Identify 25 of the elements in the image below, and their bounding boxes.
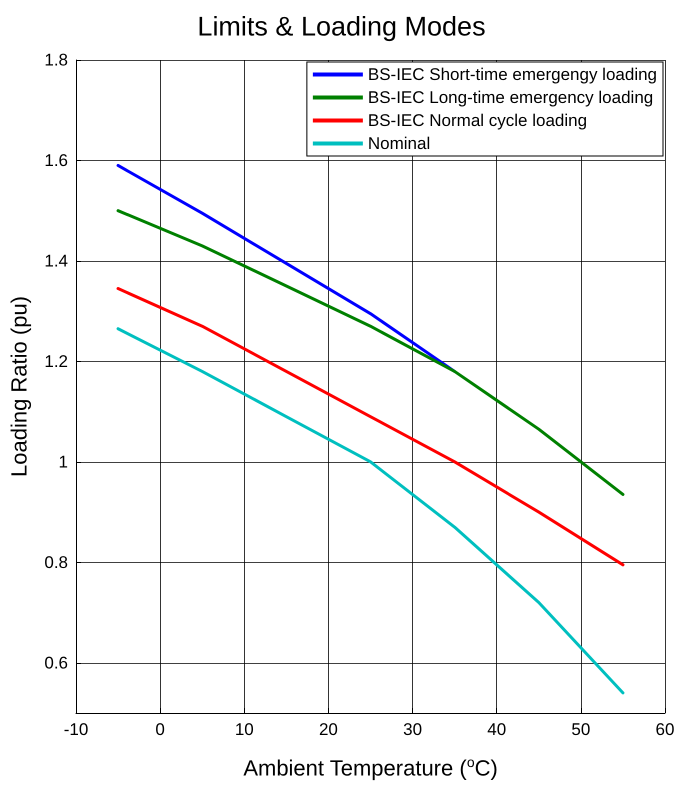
line-series: [116, 287, 624, 566]
legend-label: Nominal: [368, 134, 430, 153]
x-tick-label: 40: [487, 720, 506, 739]
line-series: [116, 327, 624, 694]
legend-label: BS-IEC Long-time emergency loading: [368, 88, 654, 107]
x-tick-label: 30: [403, 720, 422, 739]
legend-label: BS-IEC Normal cycle loading: [368, 111, 588, 130]
x-tick-label: 10: [234, 720, 254, 739]
x-tick-label: -10: [64, 720, 88, 739]
y-tick-label: 1.6: [44, 150, 68, 170]
y-axis-title: Loading Ratio (pu): [6, 296, 32, 478]
x-tick-label: 50: [571, 720, 590, 739]
y-tick-label: 0.8: [44, 552, 68, 572]
line-series: [116, 164, 456, 373]
y-tick-label: 1.8: [44, 50, 68, 70]
x-tick-label: 20: [318, 720, 338, 739]
y-tick-label: 1.2: [44, 352, 68, 371]
legend-label: BS-IEC Short-time emergengy loading: [368, 65, 658, 84]
line-series: [116, 209, 624, 496]
y-tick-label: 1: [58, 452, 68, 472]
y-tick-label: 0.6: [44, 653, 68, 672]
y-tick-label: 1.4: [44, 251, 68, 270]
chart-title: Limits & Loading Modes: [197, 12, 486, 42]
x-tick-label: 60: [656, 720, 674, 739]
x-tick-label: 0: [155, 720, 165, 739]
